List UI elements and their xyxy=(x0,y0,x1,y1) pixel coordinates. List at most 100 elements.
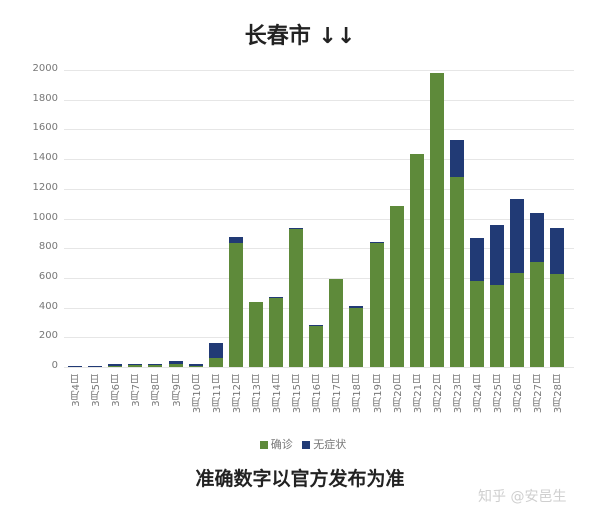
bar-segment-asymptomatic xyxy=(349,305,364,308)
y-tick-label: 600 xyxy=(38,270,58,282)
x-tick-label: 3月10日 xyxy=(191,374,203,414)
bar-segment-confirmed xyxy=(309,326,324,367)
bar-segment-asymptomatic xyxy=(108,364,123,366)
gridline xyxy=(64,159,574,161)
gridline xyxy=(64,129,574,131)
legend-swatch-confirmed xyxy=(259,441,268,449)
x-tick-label: 3月15日 xyxy=(292,374,304,414)
bar xyxy=(389,206,404,367)
bar-segment-confirmed xyxy=(470,281,484,367)
gridline xyxy=(64,277,574,279)
bar-segment-confirmed xyxy=(88,366,103,367)
y-tick-label: 1800 xyxy=(32,92,58,104)
x-tick-label: 3月18日 xyxy=(352,374,364,414)
legend-label-confirmed: 确诊 xyxy=(270,438,293,451)
bar-segment-asymptomatic xyxy=(289,227,304,230)
bar-segment-asymptomatic xyxy=(470,238,484,282)
x-tick-label: 3月13日 xyxy=(251,374,263,414)
chart-title: 长春市 ↓↓ xyxy=(244,24,356,49)
bar-segment-asymptomatic xyxy=(228,237,243,244)
bar-segment-confirmed xyxy=(550,274,565,367)
x-tick-label: 3月11日 xyxy=(211,374,223,414)
gridline xyxy=(64,367,574,368)
bar-segment-asymptomatic xyxy=(490,225,505,286)
bar xyxy=(228,237,243,367)
bar-segment-confirmed xyxy=(148,364,163,367)
legend-label-asymptomatic: 无症状 xyxy=(313,438,347,451)
x-tick-label: 3月22日 xyxy=(432,374,444,414)
bar-segment-confirmed xyxy=(389,206,404,367)
bar-segment-asymptomatic xyxy=(449,139,464,178)
y-tick-label: 2000 xyxy=(32,63,58,74)
gridline xyxy=(64,218,574,220)
bar-segment-asymptomatic xyxy=(369,241,384,243)
bar-segment-confirmed xyxy=(369,243,384,367)
bar-segment-confirmed xyxy=(68,366,82,367)
bar-segment-confirmed xyxy=(128,364,143,367)
legend: 确诊 无症状 xyxy=(0,436,600,452)
watermark: 知乎 @安邑生 xyxy=(478,489,567,505)
x-tick-label: 3月14日 xyxy=(272,374,283,414)
bar-segment-confirmed xyxy=(208,357,223,367)
bar xyxy=(248,302,263,367)
bar xyxy=(409,154,424,367)
bar-segment-asymptomatic xyxy=(510,199,525,273)
bar-segment-asymptomatic xyxy=(148,363,163,365)
disclaimer-note: 准确数字以官方发布为准 xyxy=(195,468,405,490)
bar-segment-confirmed xyxy=(530,262,545,367)
gridline xyxy=(64,248,574,250)
legend-swatch-asymptomatic xyxy=(302,441,311,449)
bar xyxy=(510,199,525,367)
bar-segment-asymptomatic xyxy=(309,324,324,326)
x-tick-label: 3月25日 xyxy=(493,374,505,414)
bar xyxy=(470,238,484,367)
bar-segment-confirmed xyxy=(289,229,304,367)
bar-segment-confirmed xyxy=(108,365,123,367)
bar xyxy=(88,366,103,367)
bar-segment-confirmed xyxy=(349,307,364,367)
y-tick-label: 1000 xyxy=(32,211,58,223)
x-tick-label: 3月8日 xyxy=(151,374,163,407)
bar xyxy=(269,296,283,367)
bar-segment-asymptomatic xyxy=(188,363,203,367)
bar-segment-asymptomatic xyxy=(168,360,183,365)
bar-segment-confirmed xyxy=(449,177,464,367)
x-tick-label: 3月7日 xyxy=(131,374,143,407)
x-tick-label: 3月28日 xyxy=(553,374,565,414)
y-tick-label: 1400 xyxy=(32,152,58,164)
bar xyxy=(349,305,364,367)
x-tick-label: 3月12日 xyxy=(231,374,243,414)
gridline xyxy=(64,307,574,309)
bar xyxy=(128,363,143,367)
bar xyxy=(289,227,304,367)
bar-segment-confirmed xyxy=(510,272,525,367)
bar xyxy=(490,225,505,367)
x-tick-label: 3月27日 xyxy=(533,374,545,414)
bar-segment-confirmed xyxy=(168,364,183,367)
bar xyxy=(108,364,123,367)
bar xyxy=(148,363,163,367)
x-tick-label: 3月6日 xyxy=(111,374,123,407)
gridline xyxy=(64,99,574,101)
bar xyxy=(550,228,565,367)
y-tick-label: 800 xyxy=(38,241,58,253)
bar-segment-confirmed xyxy=(269,298,283,367)
x-tick-label: 3月17日 xyxy=(332,374,344,414)
bar-segment-confirmed xyxy=(429,73,444,367)
bar-segment-confirmed xyxy=(490,285,505,367)
bar xyxy=(449,139,464,367)
bar-segment-confirmed xyxy=(329,278,344,367)
y-tick-label: 1600 xyxy=(32,122,58,134)
bar-segment-confirmed xyxy=(188,366,203,367)
gridline xyxy=(64,70,574,71)
bar xyxy=(188,363,203,367)
x-tick-label: 3月24日 xyxy=(473,374,484,414)
bar xyxy=(429,73,444,367)
bar xyxy=(530,213,545,367)
bar xyxy=(68,365,82,367)
x-tick-label: 3月23日 xyxy=(452,374,464,414)
bar-segment-confirmed xyxy=(228,243,243,367)
x-tick-label: 3月16日 xyxy=(312,374,324,414)
bar xyxy=(369,241,384,367)
